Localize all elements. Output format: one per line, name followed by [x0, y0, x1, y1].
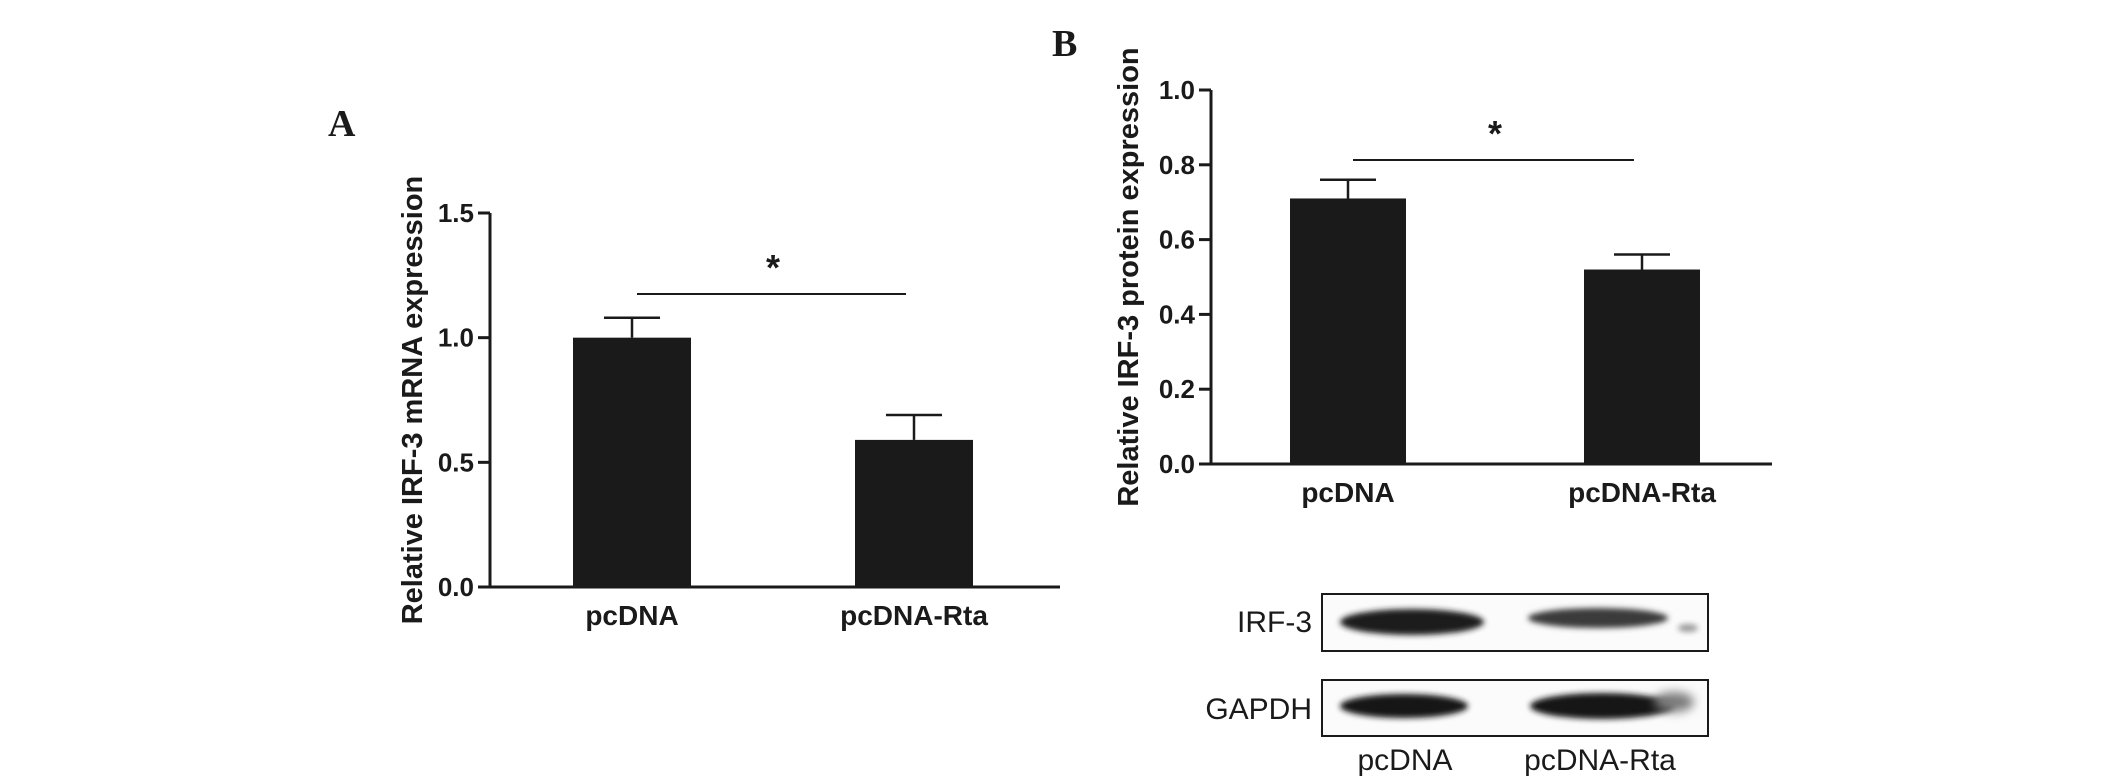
bar — [1584, 269, 1700, 464]
y-tick-label: 1.0 — [1159, 75, 1195, 105]
chart-a: 0.0 0.5 1.0 1.5 pcDNA pcDNA-Rta * Relative IRF-… — [397, 176, 1060, 631]
y-tick-label: 0.5 — [438, 447, 474, 477]
y-tick-label: 1.5 — [438, 198, 474, 228]
bar — [573, 337, 691, 587]
y-tick-label: 0.0 — [1159, 449, 1195, 479]
blot-row-label-gapdh: GAPDH — [1205, 693, 1312, 726]
y-axis-title: Relative IRF-3 protein expression — [1113, 47, 1145, 506]
category-label: pcDNA — [1301, 477, 1394, 508]
panel-letter-b: B — [1052, 23, 1078, 65]
y-tick-label: 0.0 — [438, 572, 474, 602]
y-tick-label: 0.4 — [1159, 299, 1196, 329]
chart-b: 0.0 0.2 0.4 0.6 0.8 1.0 pcDNA pcDNA-Rta * Relativ… — [1113, 47, 1772, 508]
blot-lane-label-pcdna: pcDNA — [1357, 744, 1452, 777]
significance-marker: * — [766, 247, 780, 288]
y-tick-label: 0.2 — [1159, 374, 1195, 404]
band-gapdh-pcdna-rta — [1530, 693, 1674, 719]
category-label: pcDNA — [585, 600, 678, 631]
band-irf3-smear — [1678, 624, 1698, 632]
y-tick-label: 0.6 — [1159, 225, 1195, 255]
bar — [1290, 198, 1406, 464]
y-tick-label: 1.0 — [438, 323, 474, 353]
panel-letter-a: A — [328, 103, 356, 145]
band-irf3-pcdna-rta — [1528, 608, 1668, 628]
y-axis-title: Relative IRF-3 mRNA expression — [397, 176, 429, 625]
significance-marker: * — [1488, 113, 1502, 154]
blot-lane-label-pcdna-rta: pcDNA-Rta — [1524, 744, 1676, 777]
western-blot: IRF-3 GAPDH pcDNA pcDNA-Rta — [1205, 593, 1709, 777]
band-gapdh-smear — [1654, 692, 1694, 712]
bar — [855, 439, 973, 587]
band-irf3-pcdna — [1340, 609, 1484, 635]
blot-row-label-irf3: IRF-3 — [1237, 606, 1312, 639]
band-gapdh-pcdna — [1340, 694, 1468, 718]
category-label: pcDNA-Rta — [1568, 477, 1716, 508]
category-label: pcDNA-Rta — [840, 600, 988, 631]
y-tick-label: 0.8 — [1159, 150, 1195, 180]
